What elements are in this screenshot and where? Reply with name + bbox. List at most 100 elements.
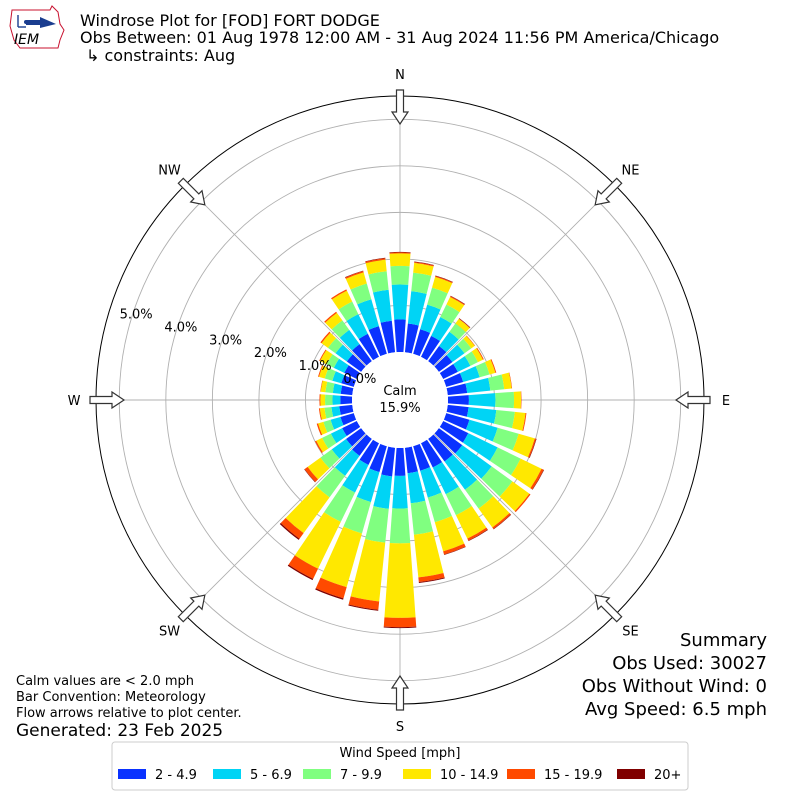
- wind-bar-segment: [318, 421, 328, 435]
- wind-bar-segment: [331, 406, 341, 417]
- wind-bar-segment: [499, 481, 530, 512]
- wind-bar-segment: [315, 577, 347, 599]
- wind-bar-segment: [346, 428, 366, 447]
- wind-bar-segment: [315, 588, 344, 600]
- wind-bar-segment: [501, 372, 512, 390]
- wind-bar-segment: [444, 454, 478, 490]
- wind-bar-segment: [532, 469, 545, 490]
- wind-bar-segment: [513, 391, 522, 409]
- wind-bar-segment: [411, 272, 432, 294]
- wind-bar-segment: [383, 626, 417, 629]
- wind-bar-segment: [320, 394, 326, 406]
- wind-bar-segment: [316, 467, 346, 498]
- chart-title: Windrose Plot for [FOD] FORT DODGE: [80, 11, 380, 30]
- calm-value: 15.9%: [379, 401, 420, 416]
- wind-bar-segment: [343, 496, 371, 534]
- compass-labels: N NE E SE S SW W NW: [68, 68, 731, 735]
- wind-bar-segment: [365, 257, 386, 262]
- wind-bar-segment: [331, 289, 347, 300]
- wind-bar-segment: [520, 391, 522, 409]
- wind-bar-segment: [490, 359, 497, 373]
- wind-bar-segment: [522, 412, 527, 431]
- wind-bar-segment: [316, 437, 329, 453]
- wind-bar-segment: [280, 518, 304, 539]
- wind-bar-segment: [511, 458, 542, 489]
- legend-label: 5 - 6.9: [250, 768, 292, 783]
- wind-bar-segment: [319, 394, 321, 406]
- wind-bar-segment: [319, 407, 327, 420]
- wind-bar-segment: [420, 439, 443, 468]
- wind-bar-segment: [331, 290, 353, 310]
- wind-bar-segment: [326, 354, 340, 368]
- wind-bar-segment: [359, 439, 380, 465]
- wind-bar-segment: [331, 439, 353, 459]
- radial-tick-label: 1.0%: [299, 359, 332, 374]
- summary-title: Summary: [680, 630, 767, 651]
- wind-bar-segment: [324, 368, 336, 381]
- wind-bar-segment: [492, 513, 511, 529]
- wind-bar-segment: [413, 262, 434, 276]
- wind-bar-segment: [488, 374, 505, 391]
- wind-bar-segment: [338, 301, 359, 321]
- wind-bar-segment: [350, 539, 386, 602]
- wind-bar-segment: [389, 252, 411, 254]
- wind-bar-segment: [369, 443, 387, 473]
- wind-bar-segment: [339, 404, 354, 415]
- wind-bar-segment: [435, 275, 453, 283]
- compass-label: S: [396, 720, 404, 735]
- legend-swatch: [507, 769, 535, 779]
- wind-bar-segment: [381, 446, 396, 477]
- wind-bar-segment: [323, 419, 335, 433]
- wind-bar-segment: [318, 408, 322, 420]
- wind-bar-segment: [394, 319, 406, 353]
- flow-arrows-note: Flow arrows relative to plot center.: [16, 706, 242, 721]
- polar-spoke: [399, 399, 616, 616]
- wind-bar-segment: [465, 377, 491, 394]
- wind-bar-segment: [365, 259, 387, 275]
- wind-bar-segment: [428, 434, 453, 462]
- summary-box: Summary Obs Used: 30027 Obs Without Wind…: [582, 630, 768, 720]
- wind-bar-segment: [342, 420, 361, 437]
- wind-bar-segment: [449, 323, 466, 340]
- legend-label: 20+: [654, 768, 681, 783]
- wind-bar-segment: [325, 312, 343, 330]
- wind-bar-segment: [444, 546, 466, 555]
- legend: Wind Speed [mph] 2 - 4.9 5 - 6.9 7 - 9.9 10…: [111, 741, 689, 791]
- legend-frame: [111, 741, 689, 791]
- wind-bar-segment: [373, 474, 393, 509]
- flow-arrow-shape: [390, 89, 410, 126]
- wind-bar-segment: [404, 446, 418, 474]
- wind-bar-segment: [493, 514, 512, 530]
- wind-bar-segment: [410, 500, 434, 535]
- wind-bar-segment: [373, 289, 392, 323]
- flow-arrows: [89, 89, 711, 711]
- wind-bar-segment: [464, 479, 494, 509]
- flow-arrow-icon: [390, 674, 410, 711]
- wind-bar-segment: [459, 366, 480, 382]
- wind-bar-segment: [464, 351, 478, 366]
- wind-bar-segment: [320, 449, 340, 469]
- wind-bar-segment: [407, 291, 427, 326]
- wind-bar-segment: [318, 365, 324, 377]
- wind-bar-segment: [352, 344, 372, 366]
- wind-bar-segment: [332, 395, 341, 405]
- wind-bar-segment: [445, 486, 472, 516]
- iem-logo: IEM: [9, 5, 65, 49]
- wind-bar-segment: [481, 466, 513, 497]
- radial-tick-label: 2.0%: [254, 346, 287, 361]
- wind-bar-segment: [420, 467, 442, 498]
- wind-bar-segment: [431, 317, 452, 341]
- legend-label: 2 - 4.9: [155, 768, 197, 783]
- flow-arrow-shape: [177, 177, 206, 206]
- polar-plot: 0.0% 1.0% 2.0% 3.0% 4.0% 5.0% N NE E SE S SW W NW Ca…: [68, 68, 731, 735]
- obs-period: Obs Between: 01 Aug 1978 12:00 AM - 31 A…: [80, 28, 719, 47]
- wind-bar-segment: [304, 469, 316, 483]
- wind-bar-segment: [287, 564, 314, 581]
- wind-bar-segment: [380, 320, 396, 354]
- wind-bar-segment: [414, 261, 434, 267]
- wind-bar-segment: [340, 385, 354, 396]
- wind-bar-segment: [320, 380, 328, 393]
- wind-bar-segment: [413, 443, 431, 471]
- wind-bar-segment: [450, 295, 466, 305]
